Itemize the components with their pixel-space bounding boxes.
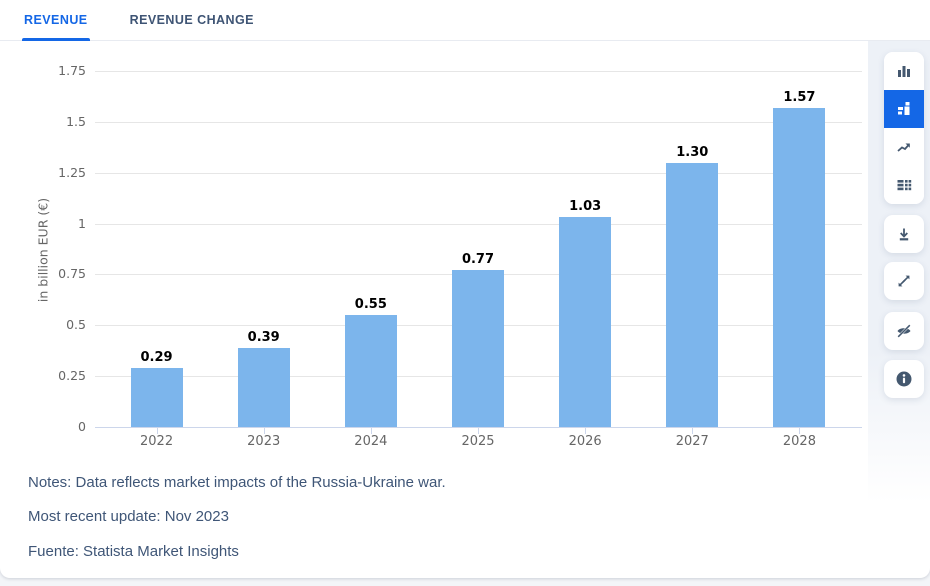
x-tick-label: 2024 <box>354 434 388 449</box>
bar-value-label: 0.55 <box>354 297 387 312</box>
bar[interactable] <box>130 368 183 427</box>
content-row: in billion EUR (€) 0 0.25 0.5 0.75 1 1.25 1.5 1… <box>0 41 930 578</box>
y-tick-label: 0.5 <box>66 317 86 333</box>
chart-plot: in billion EUR (€) 0 0.25 0.5 0.75 1 1.25 1.5 1… <box>0 41 868 457</box>
info-icon <box>895 370 913 388</box>
x-axis-tick <box>585 428 587 434</box>
line-chart-icon <box>896 139 912 155</box>
x-axis-tick <box>156 428 158 434</box>
y-tick-label: 0.25 <box>58 368 86 384</box>
y-tick-label: 0 <box>78 419 86 434</box>
notes-section: Notes: Data reflects market impacts of t… <box>0 457 868 579</box>
x-axis-line <box>95 427 862 428</box>
y-tick-label: 1 <box>78 215 86 231</box>
y-tick-label: 1.5 <box>66 113 86 129</box>
x-axis-tick <box>799 428 801 434</box>
bar[interactable] <box>237 348 290 427</box>
y-axis-title: in billion EUR (€) <box>35 197 51 303</box>
bar-value-label: 0.77 <box>461 252 495 267</box>
bar[interactable] <box>773 108 826 427</box>
info-button[interactable] <box>884 360 924 398</box>
tab-revenue[interactable]: REVENUE <box>15 0 97 41</box>
notes-line: Notes: Data reflects market impacts of t… <box>28 473 446 491</box>
eye-off-icon <box>896 323 912 339</box>
bar-value-label: 1.30 <box>676 145 709 160</box>
download-icon <box>896 226 912 242</box>
x-axis-tick <box>692 428 694 434</box>
active-tab-underline <box>22 38 90 41</box>
x-tick-label: 2026 <box>568 434 602 449</box>
table-view-icon <box>896 177 912 193</box>
bar-value-label: 0.39 <box>247 330 280 345</box>
y-tick-label: 0.75 <box>58 266 86 282</box>
bar[interactable] <box>559 217 612 427</box>
bar-value-label: 1.57 <box>783 90 816 105</box>
column-chart-button[interactable] <box>884 52 924 90</box>
bar-value-label: 1.03 <box>569 199 602 214</box>
tab-revenue-change[interactable]: REVENUE CHANGE <box>121 0 263 40</box>
x-tick-label: 2027 <box>675 434 709 449</box>
source-line: Fuente: Statista Market Insights <box>28 542 239 560</box>
bar[interactable] <box>452 270 504 427</box>
x-tick-label: 2028 <box>782 434 816 449</box>
chart-column: in billion EUR (€) 0 0.25 0.5 0.75 1 1.25 1.5 1… <box>0 41 868 578</box>
y-tick-label: 1.75 <box>58 63 86 78</box>
hide-chart-button[interactable] <box>884 312 924 350</box>
tabs-bar: REVENUE REVENUE CHANGE <box>0 0 930 41</box>
y-gridline <box>95 71 862 72</box>
fullscreen-button[interactable] <box>884 262 924 300</box>
y-gridline <box>95 121 862 123</box>
x-tick-label: 2023 <box>247 434 281 449</box>
bar[interactable] <box>344 315 397 427</box>
chart-type-switcher <box>884 52 924 204</box>
x-tick-label: 2025 <box>461 434 495 449</box>
y-tick-label: 1.25 <box>58 164 86 180</box>
chart-toolbar <box>868 41 930 578</box>
bar[interactable] <box>666 163 719 427</box>
x-axis-tick <box>478 428 479 434</box>
x-axis-tick <box>263 428 265 434</box>
fullscreen-icon <box>896 273 912 289</box>
x-tick-label: 2022 <box>140 434 174 449</box>
download-button[interactable] <box>884 215 924 253</box>
bar-values-chart-icon <box>896 101 912 117</box>
line-chart-button[interactable] <box>884 128 924 166</box>
table-view-button[interactable] <box>884 166 924 204</box>
x-axis-tick <box>370 428 372 434</box>
bar-values-chart-button[interactable] <box>884 90 924 128</box>
y-gridline <box>95 223 862 225</box>
bar-value-label: 0.29 <box>140 350 173 365</box>
update-line: Most recent update: Nov 2023 <box>28 508 229 525</box>
y-gridline <box>95 172 862 174</box>
column-chart-icon <box>896 63 912 79</box>
tab-revenue-change-label: REVENUE CHANGE <box>129 13 254 27</box>
tab-revenue-label: REVENUE <box>24 13 88 27</box>
